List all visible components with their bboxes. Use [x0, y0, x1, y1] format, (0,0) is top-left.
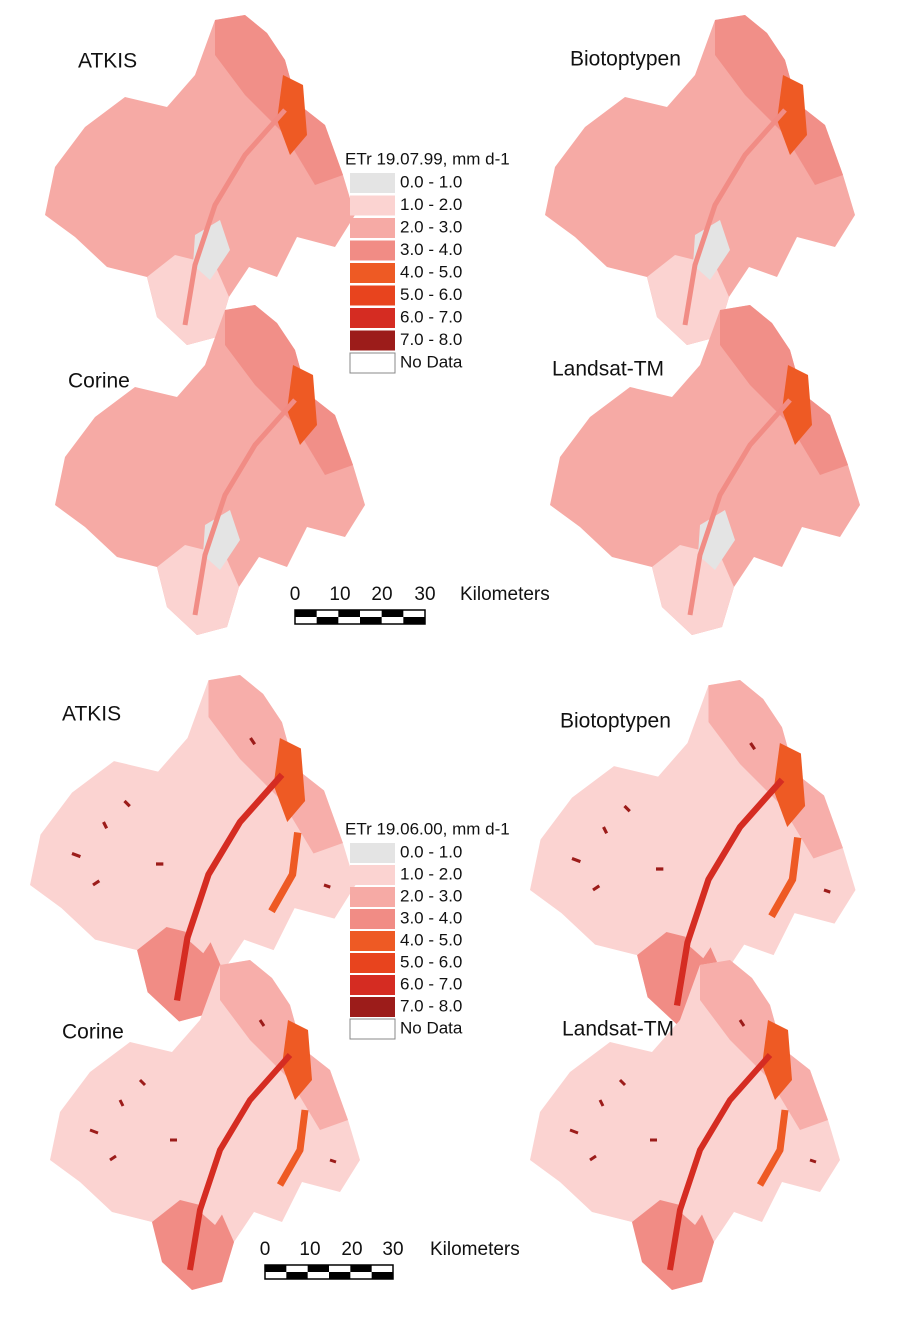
scale-segment	[338, 610, 360, 617]
legend-label: 3.0 - 4.0	[400, 908, 462, 927]
legend-label: 2.0 - 3.0	[400, 886, 462, 905]
scale-tick-label: 0	[290, 584, 301, 605]
map-label: Biotoptypen	[570, 48, 681, 71]
legend-swatch	[350, 218, 395, 238]
scale-tick-label: 30	[414, 584, 435, 605]
legend-label: No Data	[400, 1018, 463, 1037]
legend-label: 6.0 - 7.0	[400, 307, 462, 326]
figure: ATKIS Biotoptypen Corine Landsat-TM ETr 19.0…	[0, 0, 907, 1318]
legend-swatch	[350, 308, 395, 328]
scale-unit: Kilometers	[430, 1239, 520, 1260]
legend-label: 6.0 - 7.0	[400, 974, 462, 993]
legend-swatch	[350, 1019, 395, 1039]
scale-tick-label: 20	[341, 1239, 362, 1260]
scale-segment	[308, 1265, 329, 1272]
legend-swatch	[350, 241, 395, 261]
legend-swatch	[350, 286, 395, 306]
legend-label: 4.0 - 5.0	[400, 262, 462, 281]
legend-swatch	[350, 263, 395, 283]
legend-label: 5.0 - 6.0	[400, 285, 462, 304]
legend-swatch	[350, 196, 395, 216]
legend-label: No Data	[400, 352, 463, 371]
legend-label: 0.0 - 1.0	[400, 172, 462, 191]
scale-unit: Kilometers	[460, 584, 550, 605]
legend-label: 0.0 - 1.0	[400, 842, 462, 861]
scale-tick-label: 10	[299, 1239, 320, 1260]
scale-segment	[372, 1272, 393, 1279]
scale-segment	[286, 1272, 307, 1279]
legend-label: 5.0 - 6.0	[400, 952, 462, 971]
legend-label: 1.0 - 2.0	[400, 864, 462, 883]
basin-map	[30, 675, 356, 1022]
map-label: Corine	[62, 1021, 124, 1044]
legend-swatch	[350, 909, 395, 929]
legend-swatch	[350, 975, 395, 995]
legend-swatch	[350, 997, 395, 1017]
basin-map	[55, 305, 365, 635]
legend-swatch	[350, 353, 395, 373]
page: {"panels": [ {"maps": ["ATKIS", "Biotopt…	[0, 0, 907, 1318]
map-label: Landsat-TM	[562, 1018, 674, 1041]
legend-label: 1.0 - 2.0	[400, 195, 462, 214]
legend-swatch	[350, 843, 395, 863]
scale-tick-label: 10	[329, 584, 350, 605]
legend-label: 7.0 - 8.0	[400, 330, 462, 349]
map-label: Landsat-TM	[552, 358, 664, 381]
scale-tick-label: 30	[382, 1239, 403, 1260]
legend-label: 7.0 - 8.0	[400, 996, 462, 1015]
scale-tick-label: 20	[371, 584, 392, 605]
legend-title: ETr 19.06.00, mm d-1	[345, 819, 510, 838]
map-label: ATKIS	[78, 50, 137, 73]
scale-segment	[295, 610, 317, 617]
scale-segment	[382, 610, 404, 617]
legend-swatch	[350, 173, 395, 193]
legend-swatch	[350, 953, 395, 973]
legend-label: 4.0 - 5.0	[400, 930, 462, 949]
legend-label: 3.0 - 4.0	[400, 240, 462, 259]
scale-segment	[403, 617, 425, 624]
legend-swatch	[350, 931, 395, 951]
map-label: ATKIS	[62, 703, 121, 726]
scale-segment	[317, 617, 339, 624]
legend-swatch	[350, 887, 395, 907]
legend-swatch	[350, 865, 395, 885]
basin-map	[530, 960, 840, 1290]
scale-segment	[360, 617, 382, 624]
scale-tick-label: 0	[260, 1239, 271, 1260]
scale-segment	[329, 1272, 350, 1279]
basin-map	[550, 305, 860, 635]
map-label: Biotoptypen	[560, 710, 671, 733]
legend-label: 2.0 - 3.0	[400, 217, 462, 236]
scale-segment	[350, 1265, 371, 1272]
scale-segment	[265, 1265, 286, 1272]
legend-title: ETr 19.07.99, mm d-1	[345, 149, 510, 168]
map-label: Corine	[68, 370, 130, 393]
legend-swatch	[350, 331, 395, 351]
